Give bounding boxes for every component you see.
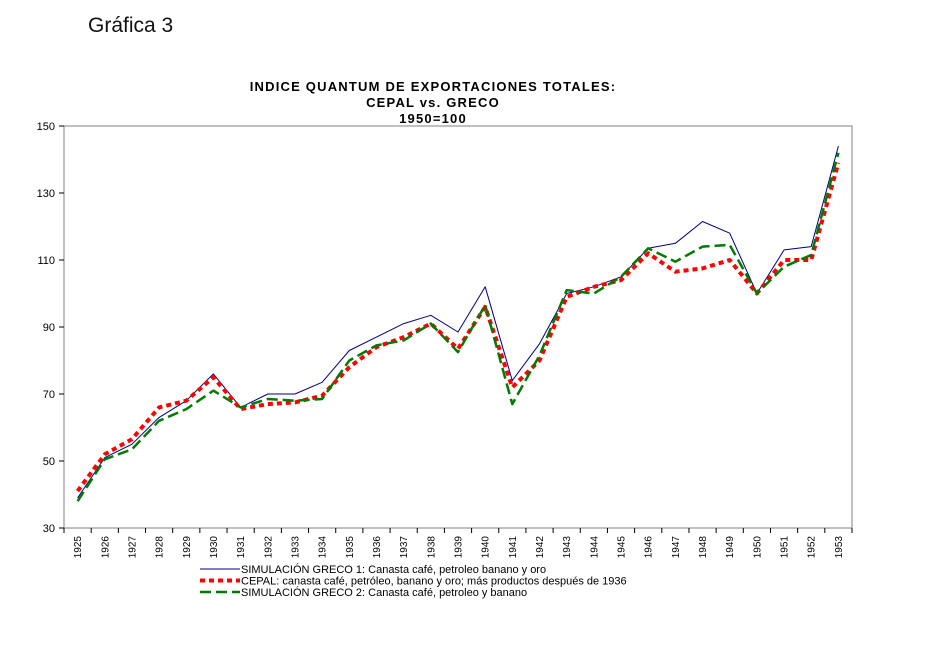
- legend-label-1: SIMULACIÓN GRECO 1: Canasta café, petrol…: [241, 563, 546, 576]
- x-tick-label: 1936: [372, 536, 383, 559]
- y-tick-label: 30: [43, 523, 55, 535]
- x-tick-label: 1937: [399, 536, 410, 559]
- x-tick-label: 1941: [508, 536, 519, 559]
- y-tick-label: 50: [43, 456, 55, 468]
- x-tick-label: 1950: [752, 536, 763, 559]
- x-tick-label: 1932: [263, 536, 274, 559]
- y-axis: 30 50 70 90 110 130 150: [37, 121, 64, 535]
- x-tick-label: 1945: [617, 536, 628, 559]
- plot-area-frame: [63, 125, 853, 529]
- x-axis: 1925 1926 1927 1928 1929 1930 1931 1932 1933 1934…: [63, 528, 853, 559]
- legend-label-3: SIMULACIÓN GRECO 2: Canasta café, petrol…: [241, 586, 527, 599]
- x-tick-label: 1938: [426, 536, 437, 559]
- y-tick-label: 130: [37, 188, 55, 200]
- x-tick-label: 1946: [644, 536, 655, 559]
- x-tick-label: 1940: [481, 536, 492, 559]
- x-tick-label: 1942: [535, 536, 546, 559]
- x-tick-label: 1947: [671, 536, 682, 559]
- x-tick-label: 1939: [454, 536, 465, 559]
- x-tick-label: 1931: [236, 536, 247, 559]
- x-tick-label: 1934: [318, 536, 329, 559]
- x-tick-label: 1928: [155, 536, 166, 559]
- x-tick-label: 1951: [780, 536, 791, 559]
- chart-title-line: CEPAL vs. GRECO: [366, 95, 500, 110]
- x-tick-label: 1953: [834, 536, 845, 559]
- chart-title: INDICE QUANTUM DE EXPORTACIONES TOTALES:…: [250, 79, 617, 126]
- x-tick-label: 1927: [127, 536, 138, 559]
- series-group: [75, 145, 841, 502]
- series-line-3: [76, 152, 840, 502]
- y-tick-label: 110: [37, 255, 55, 267]
- x-tick-label: 1933: [290, 536, 301, 559]
- x-tick-label: 1948: [698, 536, 709, 559]
- chart-title-line: 1950=100: [399, 111, 467, 126]
- x-tick-label: 1944: [589, 536, 600, 559]
- series-line-2: [75, 162, 841, 493]
- x-tick-label: 1929: [182, 536, 193, 559]
- x-tick-label: 1935: [345, 536, 356, 559]
- y-tick-label: 90: [43, 322, 55, 334]
- legend: SIMULACIÓN GRECO 1: Canasta café, petrol…: [200, 563, 627, 599]
- x-tick-label: 1930: [209, 536, 220, 559]
- x-tick-label: 1943: [562, 536, 573, 559]
- x-tick-label: 1925: [73, 536, 84, 559]
- legend-label-2: CEPAL: canasta café, petróleo, banano y …: [241, 576, 627, 588]
- series-line-1: [77, 145, 839, 499]
- page-heading: Gráfica 3: [88, 14, 174, 37]
- x-tick-label: 1949: [725, 536, 736, 559]
- y-tick-label: 150: [37, 121, 55, 133]
- chart-title-line: INDICE QUANTUM DE EXPORTACIONES TOTALES:: [250, 79, 617, 94]
- x-tick-label: 1952: [807, 536, 818, 559]
- y-tick-label: 70: [43, 389, 55, 401]
- x-tick-label: 1926: [100, 536, 111, 559]
